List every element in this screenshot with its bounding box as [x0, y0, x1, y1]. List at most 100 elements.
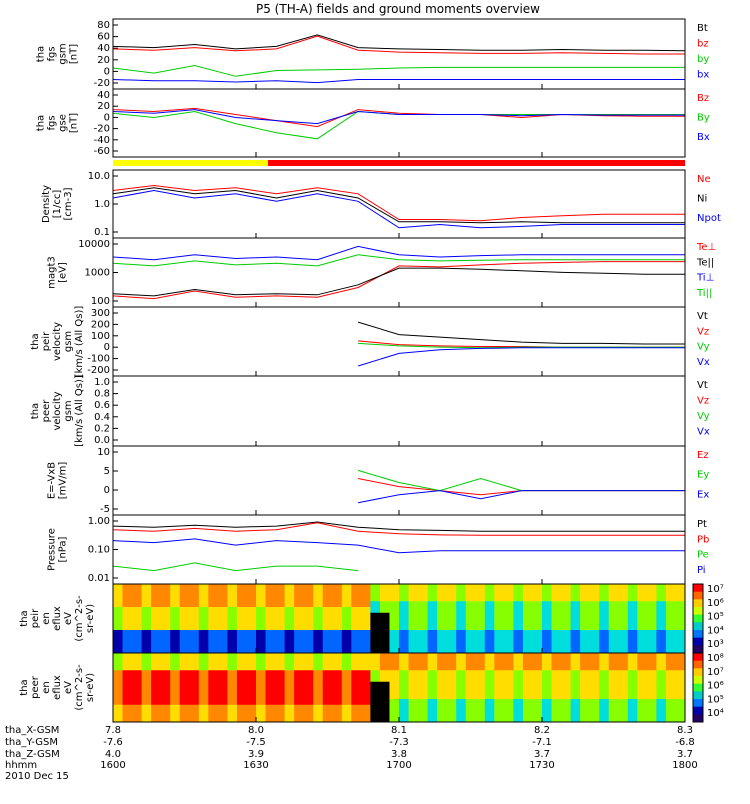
heat-cell: [513, 704, 524, 711]
heat-cell: [227, 676, 238, 683]
heat-cell: [608, 687, 619, 694]
y-axis-label: [eV]: [58, 262, 69, 283]
heat-cell: [208, 607, 219, 614]
heat-cell: [256, 699, 267, 706]
heat-cell: [618, 693, 629, 700]
heat-cell: [599, 589, 610, 596]
heat-cell: [475, 687, 486, 694]
heat-cell: [637, 704, 648, 711]
heat-cell: [179, 687, 190, 694]
heat-cell: [189, 664, 200, 671]
heat-cell: [132, 624, 143, 631]
heat-cell: [408, 630, 419, 637]
heat-cell: [198, 589, 209, 596]
heat-cell: [503, 641, 514, 648]
heat-cell: [637, 658, 648, 665]
heat-cell: [170, 716, 181, 723]
heat-cell: [656, 584, 667, 591]
heat-cell: [198, 664, 209, 671]
heat-cell: [646, 658, 657, 665]
heat-cell: [570, 612, 581, 619]
heat-cell: [313, 670, 324, 677]
heat-cell: [265, 584, 276, 591]
tick-x-2: 8.1: [391, 725, 407, 736]
heat-cell: [599, 630, 610, 637]
heat-cell: [294, 681, 305, 688]
heat-cell: [399, 584, 410, 591]
heat-cell: [503, 624, 514, 631]
colorbar-segment: [693, 622, 703, 631]
heat-cell: [351, 595, 362, 602]
heat-cell: [303, 584, 314, 591]
heat-cell: [570, 595, 581, 602]
heat-cell: [503, 670, 514, 677]
tick-z-4: 3.7: [677, 749, 693, 760]
heat-cell: [246, 710, 257, 717]
heat-cell: [665, 641, 676, 648]
heat-cell: [551, 658, 562, 665]
y-tick-label: 100: [91, 296, 110, 307]
heat-cell: [437, 641, 448, 648]
heat-cell: [399, 664, 410, 671]
tick-hhmm-3: 1730: [529, 760, 554, 771]
heat-cell: [370, 612, 381, 619]
heat-cell: [284, 601, 295, 608]
heat-cell: [217, 710, 228, 717]
heat-cell: [236, 630, 247, 637]
heat-cell: [198, 681, 209, 688]
heat-cell: [656, 612, 667, 619]
heat-cell: [465, 630, 476, 637]
heat-cell: [475, 681, 486, 688]
heat-cell: [532, 653, 543, 660]
heat-cell: [227, 681, 238, 688]
heat-cell: [599, 693, 610, 700]
heat-cell: [675, 716, 686, 723]
heat-cell: [332, 612, 343, 619]
heat-cell: [656, 653, 667, 660]
heat-cell: [179, 710, 190, 717]
heat-cell: [389, 670, 400, 677]
heat-cell: [122, 595, 133, 602]
heat-cell: [465, 589, 476, 596]
heat-cell: [399, 595, 410, 602]
heat-cell: [503, 618, 514, 625]
heat-cell: [341, 664, 352, 671]
heat-cell: [208, 635, 219, 642]
heat-cell: [551, 595, 562, 602]
heat-cell: [589, 635, 600, 642]
heat-cell: [198, 630, 209, 637]
heat-cell: [656, 699, 667, 706]
heat-cell: [437, 670, 448, 677]
heat-cell: [160, 612, 171, 619]
heat-cell: [446, 612, 457, 619]
heat-cell: [446, 664, 457, 671]
heat-cell: [389, 653, 400, 660]
heat-cell: [246, 601, 257, 608]
heat-cell: [227, 641, 238, 648]
heat-cell: [141, 664, 152, 671]
heat-cell: [389, 601, 400, 608]
heat-cell: [198, 612, 209, 619]
heat-cell: [275, 641, 286, 648]
heat-cell: [570, 716, 581, 723]
heat-cell: [427, 670, 438, 677]
heat-cell: [494, 687, 505, 694]
heat-cell: [198, 635, 209, 642]
heat-cell: [561, 699, 572, 706]
heat-cell: [551, 699, 562, 706]
heat-cell: [141, 641, 152, 648]
heat-cell: [589, 624, 600, 631]
heat-cell: [665, 658, 676, 665]
heat-cell: [303, 710, 314, 717]
heat-cell: [570, 704, 581, 711]
heat-cell: [160, 584, 171, 591]
heat-cell: [303, 647, 314, 654]
heat-cell: [551, 676, 562, 683]
heat-cell: [408, 641, 419, 648]
legend-label: Ez: [697, 450, 709, 461]
heat-cell: [580, 641, 591, 648]
heat-cell: [637, 676, 648, 683]
heat-cell: [637, 693, 648, 700]
tick-hhmm-2: 1700: [386, 760, 411, 771]
colorbar-tick-label: 10⁶: [707, 681, 724, 692]
